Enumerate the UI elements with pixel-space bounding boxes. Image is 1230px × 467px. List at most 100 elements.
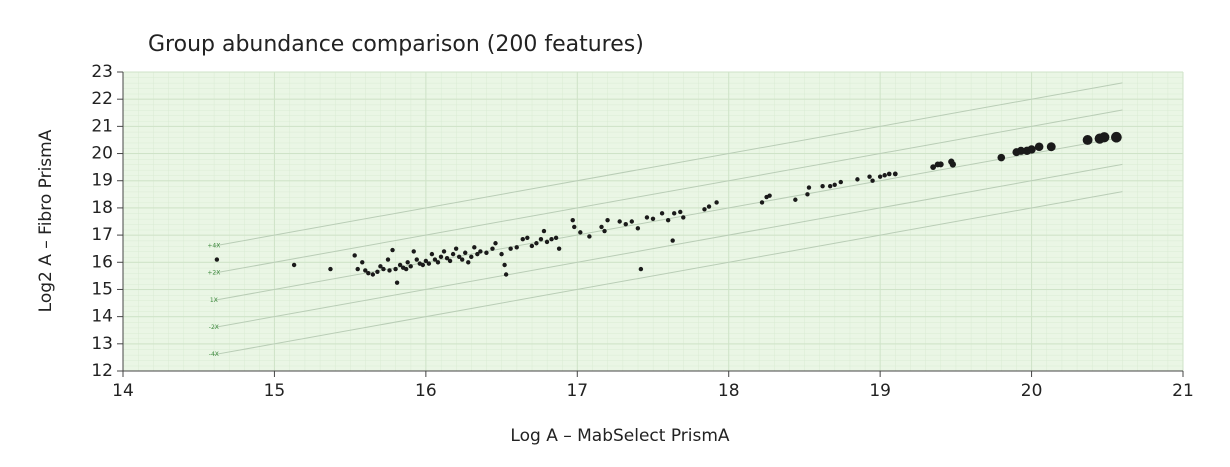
point — [587, 234, 592, 239]
plot-layer: +4X +2X 1X -2X -4X — [122, 71, 1184, 372]
point — [882, 173, 887, 178]
point — [460, 257, 465, 262]
point — [599, 224, 604, 230]
point — [478, 249, 483, 254]
x-tick-label: 15 — [264, 381, 286, 401]
point — [793, 197, 798, 202]
point — [432, 257, 438, 262]
point — [605, 217, 610, 223]
point — [420, 262, 426, 268]
point — [375, 269, 380, 274]
point — [387, 268, 392, 273]
point — [805, 192, 810, 197]
point — [855, 177, 860, 182]
point — [670, 238, 675, 243]
y-tick-label: 15 — [91, 279, 113, 299]
point — [1046, 142, 1056, 152]
point — [355, 266, 360, 272]
y-tick-label: 17 — [91, 225, 113, 245]
point — [544, 239, 550, 245]
point — [370, 272, 376, 277]
point — [447, 258, 453, 264]
reference-line — [213, 191, 1123, 356]
point — [886, 171, 892, 177]
point — [937, 161, 944, 168]
point — [870, 178, 875, 183]
point — [456, 254, 462, 260]
y-tick-label: 14 — [91, 307, 113, 327]
y-tick-label: 18 — [91, 198, 113, 218]
point — [820, 183, 825, 189]
reference-label: +2X — [207, 270, 220, 277]
point — [291, 262, 297, 268]
point — [466, 260, 471, 265]
point — [702, 207, 707, 212]
point — [360, 260, 365, 265]
point — [453, 246, 459, 251]
point — [403, 266, 409, 272]
point — [502, 262, 507, 268]
y-tick-label: 13 — [91, 334, 113, 354]
point — [444, 255, 450, 261]
point — [475, 251, 480, 257]
point — [411, 249, 416, 254]
reference-label: -4X — [209, 351, 219, 358]
point — [366, 270, 371, 276]
point — [529, 243, 535, 249]
point — [385, 257, 391, 262]
point — [520, 236, 525, 242]
point — [490, 246, 495, 251]
point — [394, 280, 400, 285]
point — [706, 204, 712, 209]
point — [556, 246, 562, 251]
point — [650, 216, 656, 221]
point — [949, 161, 956, 168]
point — [659, 211, 665, 216]
reference-label: +4X — [207, 242, 220, 249]
point — [463, 250, 468, 255]
point — [644, 215, 650, 220]
point — [441, 249, 447, 254]
point — [352, 253, 357, 258]
reference-label: 1X — [210, 297, 218, 304]
point — [493, 241, 498, 246]
point — [827, 183, 833, 189]
point — [638, 266, 644, 272]
point — [435, 260, 441, 265]
point — [767, 193, 772, 198]
x-tick-label: 20 — [1021, 381, 1043, 401]
y-tick-label: 12 — [91, 361, 113, 381]
point — [759, 200, 765, 205]
point — [1111, 131, 1122, 143]
point — [806, 185, 812, 190]
y-tick-label: 23 — [91, 62, 113, 82]
point — [450, 251, 456, 257]
point — [629, 219, 634, 224]
x-tick-label: 16 — [415, 381, 437, 401]
y-tick-label: 19 — [91, 171, 113, 191]
point — [538, 236, 544, 242]
point — [832, 182, 837, 188]
point — [381, 266, 386, 272]
point — [1082, 135, 1093, 145]
reference-line — [213, 82, 1123, 247]
point — [1034, 142, 1044, 152]
point — [678, 209, 683, 215]
point — [414, 257, 419, 262]
point — [423, 258, 429, 264]
point — [397, 262, 403, 268]
x-tick-label: 21 — [1172, 381, 1194, 401]
point — [930, 164, 937, 171]
point — [503, 272, 509, 277]
point — [570, 217, 575, 223]
point — [672, 211, 677, 216]
point — [714, 200, 719, 205]
point — [328, 266, 333, 272]
point — [867, 174, 872, 179]
point — [484, 250, 489, 255]
y-tick-label: 16 — [91, 252, 113, 272]
point — [390, 247, 395, 253]
point — [602, 228, 607, 234]
point — [665, 217, 671, 223]
